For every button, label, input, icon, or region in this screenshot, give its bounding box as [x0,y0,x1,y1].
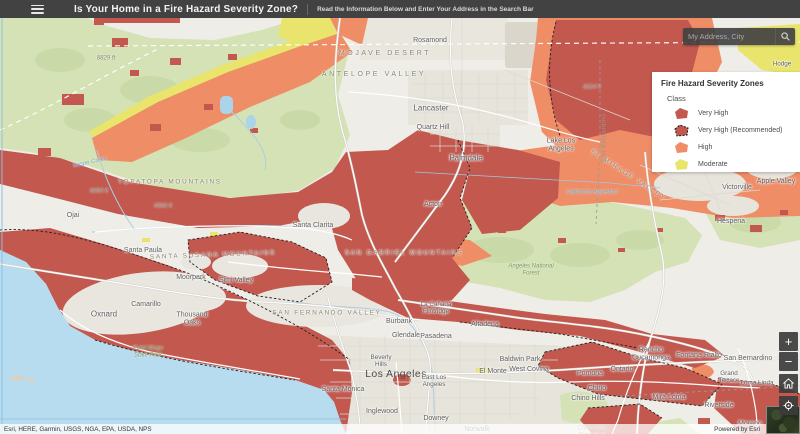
menu-icon[interactable] [31,4,44,14]
legend-item-label: Moderate [698,161,728,168]
legend-item-high: High [673,139,800,156]
home-icon [783,378,794,389]
locate-icon [783,400,794,411]
minor-roads [318,18,761,430]
legend-item-very-high-recommended: Very High (Recommended) [673,122,800,139]
search-input[interactable] [683,28,775,45]
page-subtitle: Read the Information Below and Enter You… [317,5,534,13]
legend-panel: Fire Hazard Severity Zones Class Very Hi… [652,72,800,172]
search-button[interactable] [775,28,795,45]
attribution-bar: Esri, HERE, Garmin, USGS, NGA, EPA, USDA… [0,424,800,434]
very-high-swatch [675,108,688,119]
legend-item-very-high: Very High [673,105,800,122]
zoom-in-button[interactable]: + [779,332,798,351]
legend-item-label: Very High [698,110,729,117]
zones-very-high [0,18,700,434]
moderate-swatch [675,159,688,170]
legend-item-label: High [698,144,713,151]
zoom-out-button[interactable]: − [779,352,798,371]
graticule [0,18,346,434]
attribution-sources: Esri, HERE, Garmin, USGS, NGA, EPA, USDA… [4,425,152,433]
legend-class-label: Class [667,94,686,103]
app-header: Is Your Home in a Fire Hazard Severity Z… [0,0,800,18]
address-search [683,28,795,45]
locate-button[interactable] [779,396,798,415]
freeways [0,18,800,434]
header-divider [307,3,309,15]
high-swatch [675,142,688,153]
legend-item-label: Very High (Recommended) [698,127,783,134]
home-button[interactable] [779,374,798,393]
legend-title: Fire Hazard Severity Zones [661,79,764,88]
county-boundaries [0,41,800,397]
search-icon [781,32,790,41]
very-high-recommended-swatch [674,124,689,137]
page-title: Is Your Home in a Fire Hazard Severity Z… [74,3,299,15]
legend-item-moderate: Moderate [673,156,800,173]
powered-by: Powered by Esri [714,425,760,433]
recommended-outlines [0,21,800,419]
